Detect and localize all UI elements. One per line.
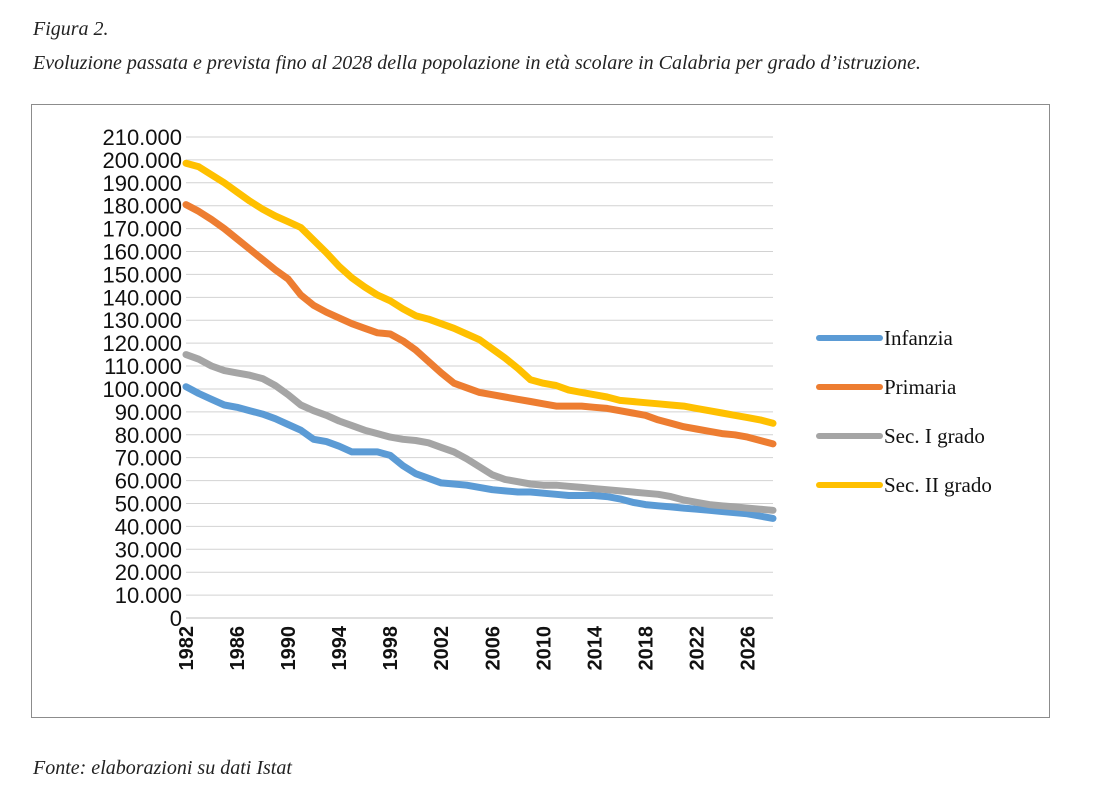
y-tick-label: 50.000 [115, 491, 182, 516]
x-tick-label: 2014 [584, 625, 606, 670]
figure-caption: Evoluzione passata e prevista fino al 20… [33, 52, 921, 74]
source-note: Fonte: elaborazioni su dati Istat [33, 757, 292, 779]
series-line-sec-i-grado [182, 351, 777, 514]
y-tick-label: 110.000 [104, 354, 182, 379]
y-tick-label: 200.000 [102, 148, 182, 173]
y-tick-label: 90.000 [115, 400, 182, 425]
y-tick-label: 170.000 [102, 217, 182, 242]
x-tick-label: 2022 [686, 626, 708, 671]
y-tick-label: 150.000 [102, 262, 182, 287]
y-tick-label: 180.000 [102, 194, 182, 219]
x-tick-label: 1982 [176, 626, 198, 671]
y-tick-label: 30.000 [115, 537, 182, 562]
y-tick-label: 160.000 [102, 240, 182, 265]
y-axis-ticks: 010.00020.00030.00040.00050.00060.00070.… [102, 125, 182, 631]
x-tick-label: 2010 [533, 626, 555, 671]
vertical-gridlines [185, 137, 774, 619]
y-tick-label: 190.000 [102, 171, 182, 196]
x-tick-label: 1990 [278, 626, 300, 671]
line-chart: 010.00020.00030.00040.00050.00060.00070.… [102, 125, 992, 671]
y-tick-label: 20.000 [115, 560, 182, 585]
x-tick-label: 2018 [635, 626, 657, 671]
y-tick-label: 100.000 [102, 377, 182, 402]
y-tick-label: 140.000 [102, 285, 182, 310]
x-tick-label: 1998 [380, 626, 402, 671]
series-line-primaria [182, 201, 777, 448]
x-tick-label: 1994 [329, 625, 351, 670]
series-lines [182, 159, 777, 522]
y-tick-label: 70.000 [115, 446, 182, 471]
legend-label: Sec. I grado [884, 424, 985, 448]
y-tick-label: 40.000 [115, 514, 182, 539]
legend-label: Primaria [884, 375, 957, 399]
series-line-infanzia [182, 383, 777, 522]
y-tick-label: 60.000 [115, 469, 182, 494]
figure-label: Figura 2. [33, 18, 109, 40]
x-tick-label: 2002 [431, 626, 453, 671]
series-line-sec-ii-grado [182, 159, 777, 427]
x-tick-label: 2006 [482, 626, 504, 671]
legend: Infanzia Primaria Sec. I grado Sec. II grad… [816, 326, 992, 497]
y-tick-label: 130.000 [102, 308, 182, 333]
y-tick-label: 10.000 [115, 583, 182, 608]
x-tick-label: 1986 [227, 626, 249, 671]
legend-label: Infanzia [884, 326, 953, 350]
x-axis-ticks: 1982 1986 1990 1994 1998 2002 2006 2010 2014 2018… [176, 625, 759, 670]
x-tick-label: 2026 [737, 626, 759, 671]
y-tick-label: 0 [170, 606, 182, 631]
y-tick-label: 120.000 [102, 331, 182, 356]
y-tick-label: 210.000 [102, 125, 182, 150]
legend-label: Sec. II grado [884, 473, 992, 497]
y-tick-label: 80.000 [115, 423, 182, 448]
chart-frame: 0 10.000 20.000 30.000 40.000 50.000 60.000 70.… [31, 104, 1050, 718]
